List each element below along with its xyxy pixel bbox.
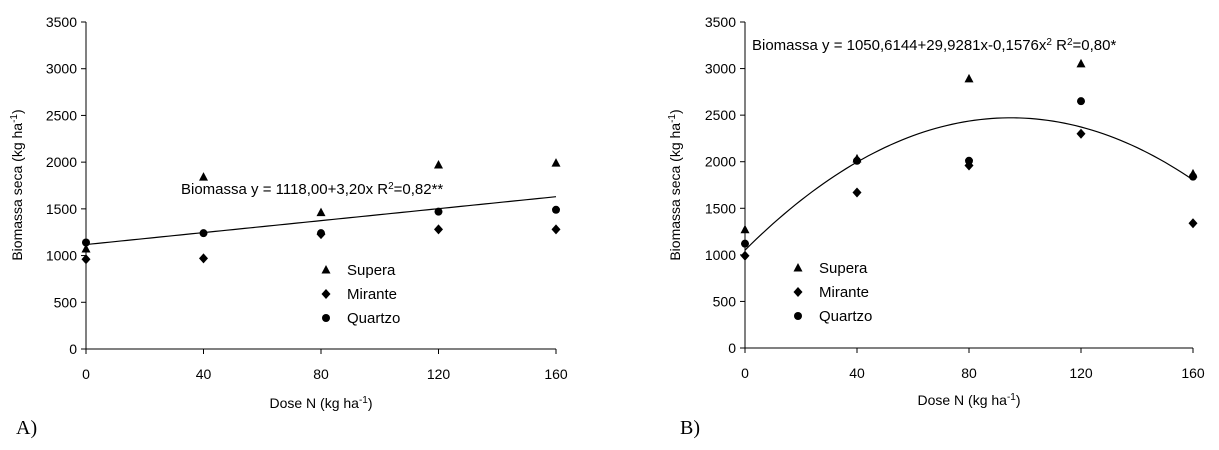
legend-marker-mirante [321, 289, 331, 299]
y-tick-label: 3000 [46, 61, 77, 77]
y-tick-label: 1000 [46, 248, 77, 264]
y-axis-title: Biomassa seca (kg ha-1) [667, 109, 684, 260]
data-point-supera [740, 224, 750, 234]
x-tick-label: 40 [849, 365, 865, 381]
x-tick-label: 40 [196, 366, 212, 382]
series-supera [740, 58, 1198, 234]
data-point-supera [1076, 58, 1086, 68]
data-point-quartzo [741, 239, 749, 248]
y-tick-label: 3500 [46, 14, 77, 30]
data-point-supera [199, 172, 208, 181]
series-supera [81, 158, 561, 253]
data-point-mirante [1188, 218, 1198, 229]
legend-marker-supera [321, 265, 331, 274]
chart-panel-a: 0 500 1000 1500 2000 2500 3000 3500 0 40 80 120 160 D… [9, 14, 568, 439]
series-quartzo [741, 97, 1197, 248]
x-axis-title: Dose N (kg ha-1) [917, 392, 1020, 409]
y-tick-label: 2000 [46, 154, 77, 170]
y-tick-label: 3500 [705, 14, 736, 30]
data-point-quartzo [434, 207, 443, 216]
data-point-supera [434, 159, 443, 169]
data-point-supera [964, 73, 974, 83]
data-point-mirante [852, 187, 862, 198]
regression-line [744, 117, 1194, 251]
y-tick-label: 500 [54, 294, 78, 310]
data-point-mirante [551, 224, 561, 235]
y-tick-label: 1500 [705, 200, 736, 216]
y-tick-label: 1000 [705, 247, 736, 263]
x-tick-label: 120 [1069, 365, 1093, 381]
data-point-quartzo [1077, 97, 1085, 106]
panel-label: B) [680, 417, 700, 439]
x-tick-label: 0 [741, 365, 749, 381]
legend-marker-mirante [793, 287, 803, 297]
data-point-supera [551, 158, 561, 167]
legend-label-supera: Supera [819, 260, 868, 277]
legend-marker-quartzo [322, 314, 330, 322]
x-tick-label: 160 [1181, 365, 1205, 381]
data-point-mirante [434, 224, 443, 235]
legend-label-quartzo: Quartzo [819, 308, 872, 325]
regression-equation: Biomassa y = 1050,6144+29,9281x-0,1576x2… [752, 37, 1116, 55]
data-point-quartzo [317, 229, 325, 238]
legend-label-mirante: Mirante [347, 286, 397, 303]
x-tick-label: 80 [313, 366, 329, 382]
regression-equation: Biomassa y = 1118,00+3,20x R2=0,82** [181, 181, 443, 199]
data-point-quartzo [1189, 172, 1197, 181]
x-tick-label: 120 [427, 366, 451, 382]
data-point-quartzo [965, 156, 973, 165]
y-tick-label: 500 [713, 293, 737, 309]
y-tick-label: 2500 [46, 107, 77, 123]
chart-panel-b: 0 500 1000 1500 2000 2500 3000 3500 0 40 80 120 160 D… [667, 14, 1205, 439]
series-quartzo [82, 205, 560, 247]
legend-marker-quartzo [794, 312, 802, 320]
regression-line [85, 196, 557, 246]
data-point-quartzo [853, 156, 861, 165]
y-tick-label: 2500 [705, 107, 736, 123]
data-point-mirante [81, 254, 91, 265]
y-axis-title: Biomassa seca (kg ha-1) [9, 109, 26, 260]
legend-label-quartzo: Quartzo [347, 310, 400, 327]
data-point-supera [316, 207, 326, 217]
legend-marker-supera [793, 263, 803, 272]
data-point-mirante [1076, 128, 1086, 139]
y-tick-label: 0 [728, 340, 736, 356]
data-point-mirante [740, 250, 750, 261]
data-point-supera [81, 244, 91, 253]
data-point-quartzo [552, 205, 560, 214]
y-tick-label: 3000 [705, 61, 736, 77]
panel-label: A) [16, 417, 37, 439]
x-axis-title: Dose N (kg ha-1) [269, 395, 372, 412]
data-point-quartzo [82, 238, 90, 247]
x-tick-label: 0 [82, 366, 90, 382]
x-tick-label: 80 [961, 365, 977, 381]
data-point-mirante [199, 253, 208, 264]
x-tick-label: 160 [544, 366, 568, 382]
legend-label-supera: Supera [347, 262, 396, 279]
y-tick-label: 1500 [46, 201, 77, 217]
y-tick-label: 2000 [705, 154, 736, 170]
y-tick-label: 0 [69, 341, 77, 357]
legend-label-mirante: Mirante [819, 284, 869, 301]
data-point-quartzo [199, 229, 208, 238]
